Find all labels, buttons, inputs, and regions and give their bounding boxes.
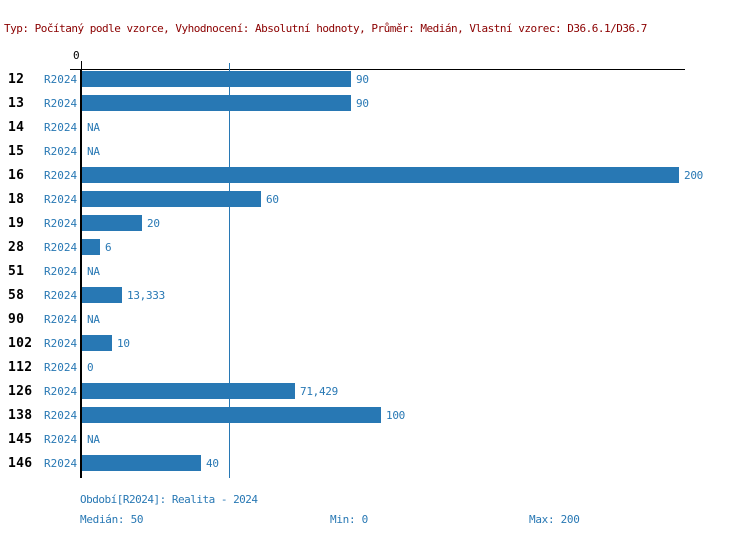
row-period-label: R2024: [44, 241, 78, 254]
bar-value-label: 20: [147, 217, 160, 230]
row-group-label: 138: [8, 408, 33, 423]
row-period-label: R2024: [44, 409, 78, 422]
value-bar: [82, 335, 112, 351]
footer-max-label: Max: 200: [529, 513, 580, 526]
bar-value-label: 13,333: [127, 289, 165, 302]
value-bar: [82, 167, 679, 183]
bar-value-label: 90: [356, 97, 369, 110]
row-period-label: R2024: [44, 289, 78, 302]
row-period-label: R2024: [44, 121, 78, 134]
value-bar: [82, 287, 122, 303]
row-period-label: R2024: [44, 169, 78, 182]
bar-value-label: 200: [684, 169, 703, 182]
bar-value-label: 100: [386, 409, 405, 422]
bar-value-label: 60: [266, 193, 279, 206]
bar-value-label: NA: [87, 121, 100, 134]
row-group-label: 13: [8, 96, 25, 111]
row-group-label: 28: [8, 240, 25, 255]
axis-zero-tick: [81, 61, 82, 70]
row-group-label: 12: [8, 72, 25, 87]
bar-value-label: NA: [87, 313, 100, 326]
row-period-label: R2024: [44, 457, 78, 470]
chart-settings-title: Typ: Počítaný podle vzorce, Vyhodnocení:…: [4, 22, 647, 35]
row-group-label: 102: [8, 336, 33, 351]
row-period-label: R2024: [44, 313, 78, 326]
value-bar: [82, 95, 351, 111]
row-period-label: R2024: [44, 361, 78, 374]
bar-value-label: NA: [87, 265, 100, 278]
row-group-label: 146: [8, 456, 33, 471]
bar-value-label: 10: [117, 337, 130, 350]
row-group-label: 112: [8, 360, 33, 375]
value-bar: [82, 407, 381, 423]
bar-value-label: NA: [87, 433, 100, 446]
row-period-label: R2024: [44, 217, 78, 230]
row-period-label: R2024: [44, 433, 78, 446]
row-group-label: 16: [8, 168, 25, 183]
row-group-label: 90: [8, 312, 25, 327]
row-period-label: R2024: [44, 337, 78, 350]
bar-value-label: NA: [87, 145, 100, 158]
row-group-label: 126: [8, 384, 33, 399]
axis-zero-label: 0: [73, 49, 80, 62]
row-period-label: R2024: [44, 145, 78, 158]
bar-value-label: 40: [206, 457, 219, 470]
row-period-label: R2024: [44, 97, 78, 110]
axis-top-line: [70, 69, 685, 70]
row-group-label: 51: [8, 264, 25, 279]
bar-value-label: 6: [105, 241, 112, 254]
row-period-label: R2024: [44, 265, 78, 278]
row-group-label: 15: [8, 144, 25, 159]
footer-min-label: Min: 0: [330, 513, 368, 526]
footer-median-label: Medián: 50: [80, 513, 144, 526]
row-group-label: 145: [8, 432, 33, 447]
row-group-label: 19: [8, 216, 25, 231]
row-period-label: R2024: [44, 385, 78, 398]
value-bar: [82, 383, 295, 399]
value-bar: [82, 191, 261, 207]
row-group-label: 18: [8, 192, 25, 207]
row-period-label: R2024: [44, 193, 78, 206]
bar-value-label: 90: [356, 73, 369, 86]
footer-period-label: Období[R2024]: Realita - 2024: [80, 493, 258, 506]
axis-vertical-line: [80, 69, 82, 478]
row-group-label: 14: [8, 120, 25, 135]
row-group-label: 58: [8, 288, 25, 303]
value-bar: [82, 239, 100, 255]
bar-value-label: 71,429: [300, 385, 338, 398]
value-bar: [82, 215, 142, 231]
value-bar: [82, 455, 201, 471]
median-reference-line: [229, 63, 230, 478]
row-period-label: R2024: [44, 73, 78, 86]
value-bar: [82, 71, 351, 87]
bar-value-label: 0: [87, 361, 94, 374]
